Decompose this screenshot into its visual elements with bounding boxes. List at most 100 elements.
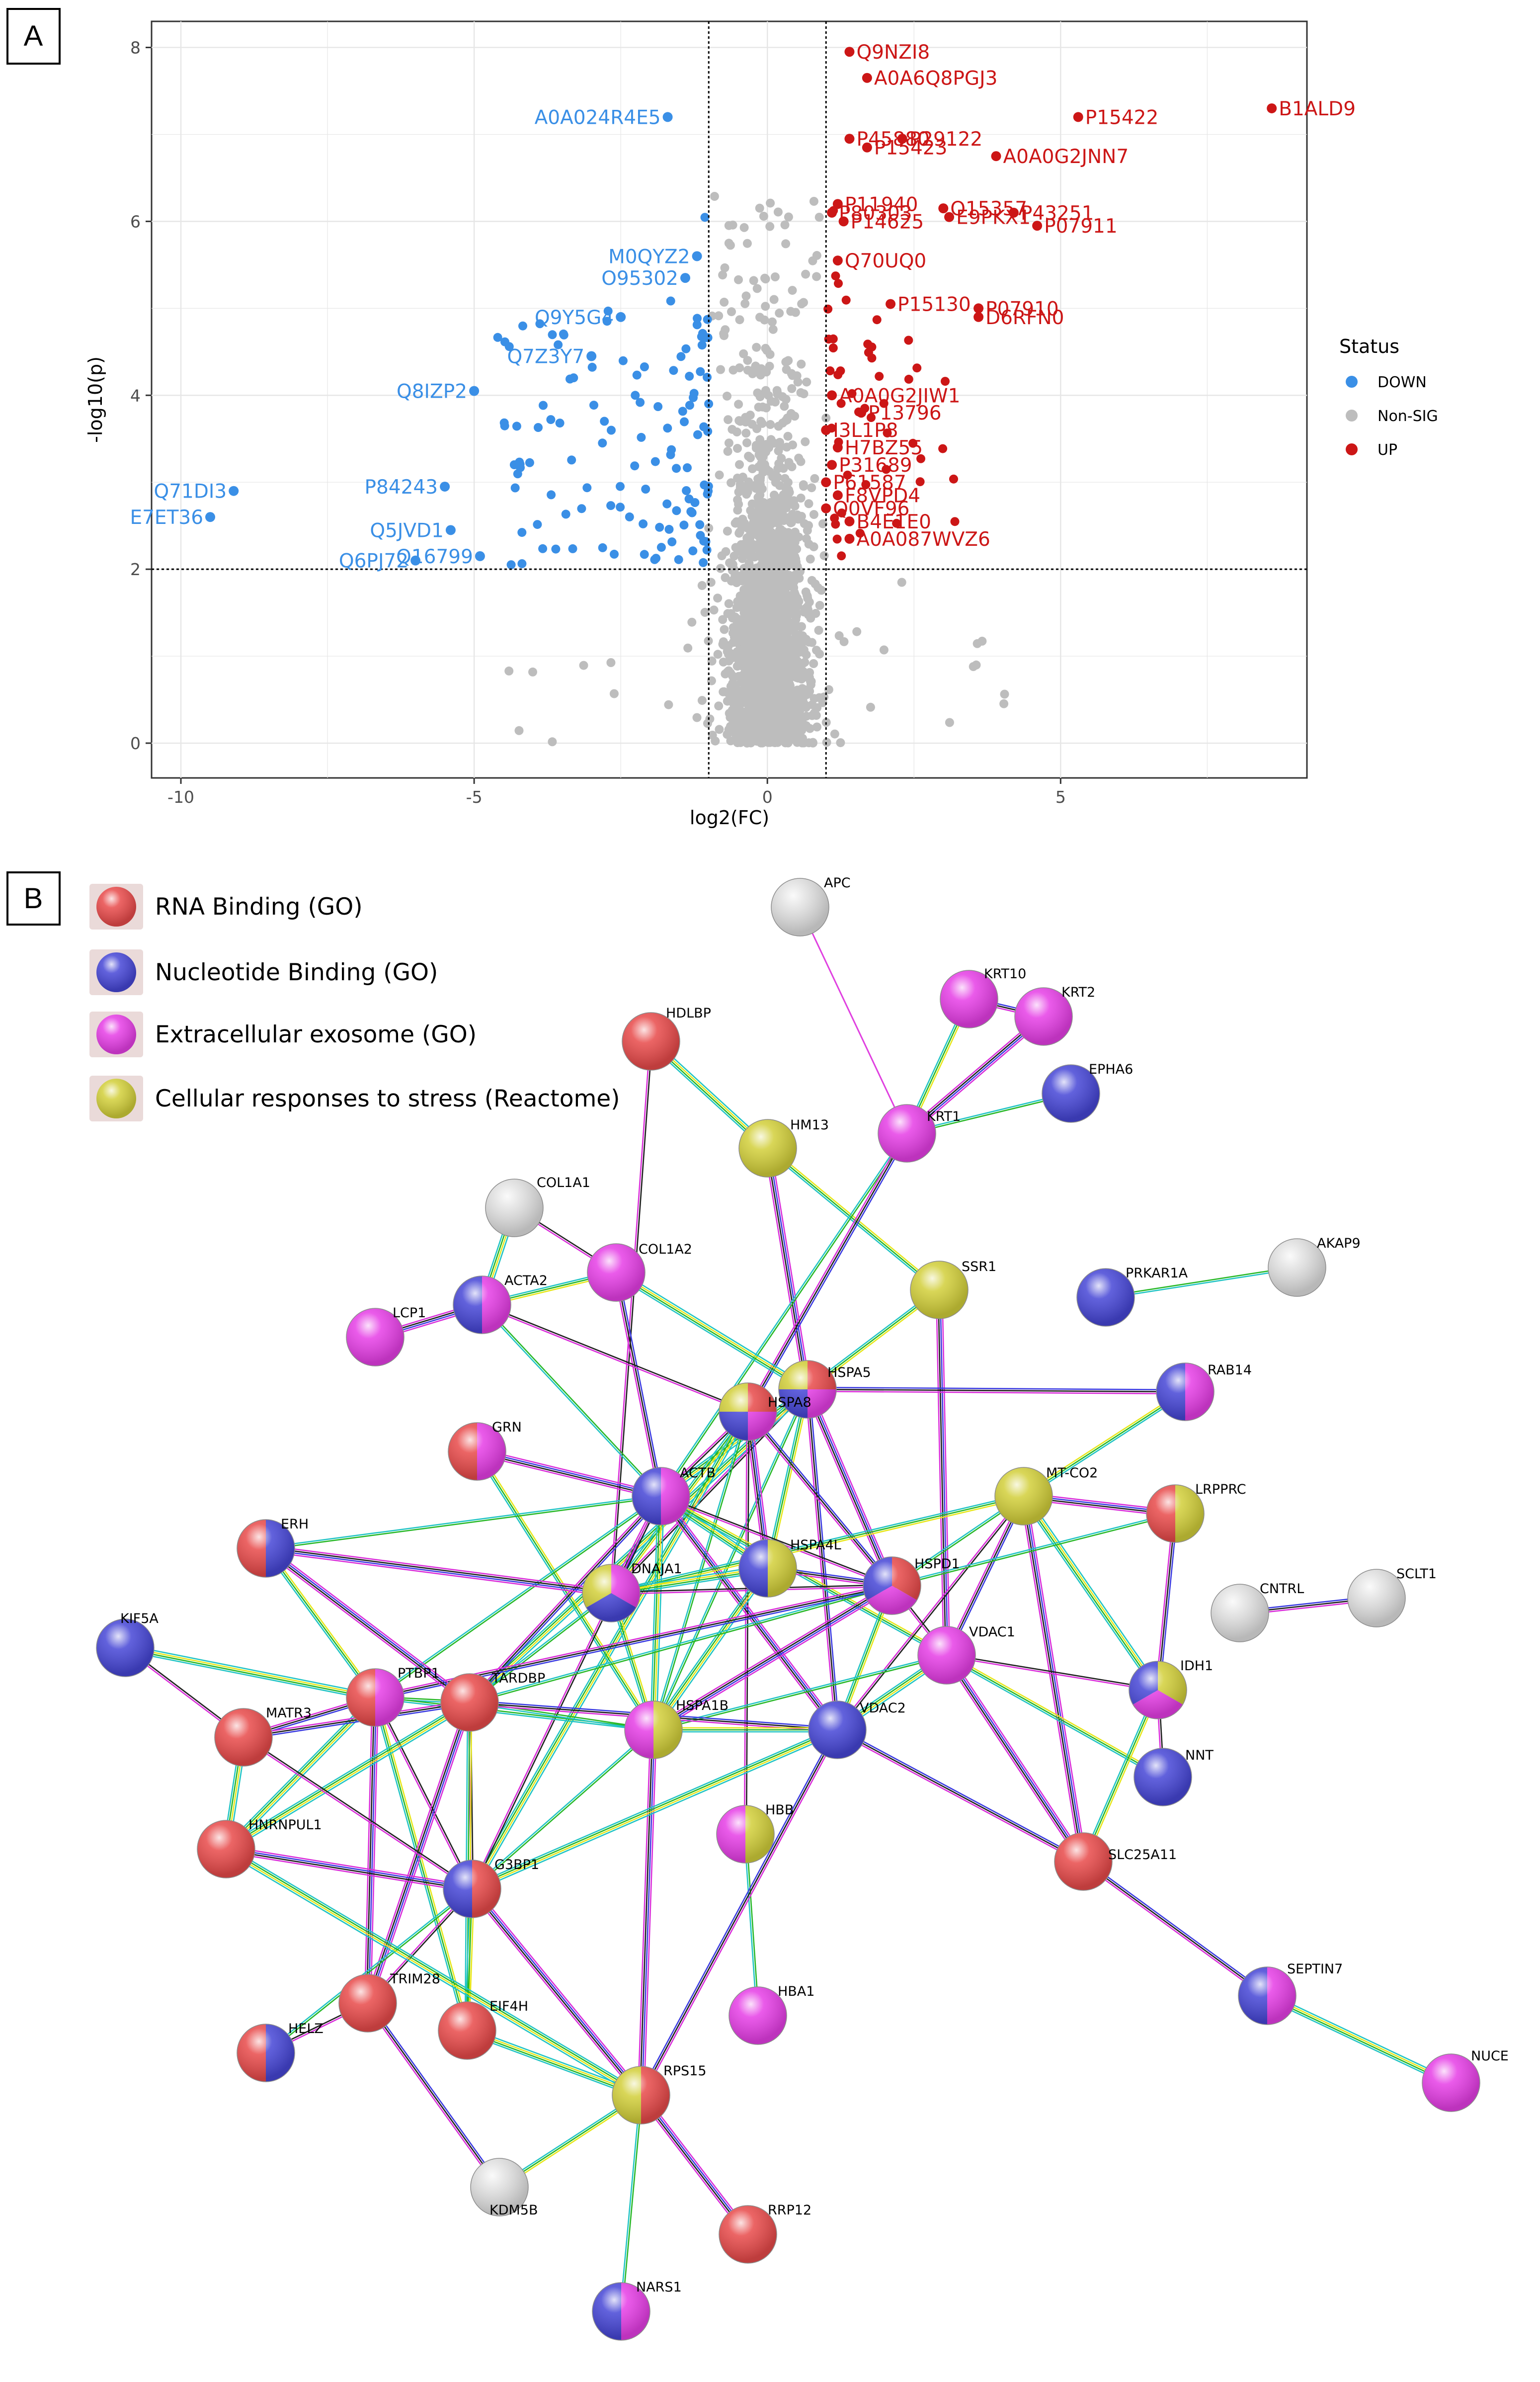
edge-evidence-line — [946, 1655, 1158, 1692]
node-acta2[interactable]: ACTA2 — [453, 1273, 548, 1334]
node-matr3[interactable]: MATR3 — [214, 1705, 312, 1767]
data-point — [745, 572, 755, 582]
data-point — [693, 314, 702, 323]
node-ssr1[interactable]: SSR1 — [910, 1259, 996, 1319]
data-point — [607, 425, 616, 435]
node-hbb[interactable]: HBB — [716, 1802, 794, 1864]
data-point — [743, 684, 752, 694]
node-hspa4l[interactable]: HSPA4L — [738, 1537, 841, 1598]
network-edge — [799, 907, 908, 1134]
data-point — [598, 543, 607, 552]
node-gloss — [1146, 1484, 1205, 1543]
node-lcp1[interactable]: LCP1 — [346, 1305, 426, 1366]
node-nars1[interactable]: NARS1 — [592, 2280, 682, 2341]
node-helz[interactable]: HELZ — [237, 2021, 324, 2082]
node-col1a2[interactable]: COL1A2 — [587, 1242, 692, 1302]
panel-a-letter: A — [24, 20, 43, 52]
node-slc25a11[interactable]: SLC25A11 — [1054, 1832, 1177, 1891]
node-hspa1b[interactable]: HSPA1B — [624, 1698, 729, 1759]
network-edge — [1081, 1689, 1160, 1863]
node-trim28[interactable]: TRIM28 — [338, 1971, 440, 2033]
node-label: KRT2 — [1061, 985, 1095, 1000]
data-point — [732, 721, 742, 730]
network-edge — [1020, 1494, 1161, 1693]
node-hspa5[interactable]: HSPA5 — [778, 1360, 871, 1419]
data-point — [688, 546, 698, 556]
edge-evidence-line — [892, 1514, 1176, 1588]
node-cntrl[interactable]: CNTRL — [1211, 1581, 1304, 1642]
node-kif5a[interactable]: KIF5A — [96, 1611, 159, 1677]
node-actb[interactable]: ACTB — [632, 1465, 716, 1526]
node-grn[interactable]: GRN — [448, 1420, 522, 1481]
node-rps15[interactable]: RPS15 — [612, 2063, 707, 2125]
node-vdac1[interactable]: VDAC1 — [917, 1624, 1015, 1685]
node-hba1[interactable]: HBA1 — [729, 1984, 814, 2045]
edge-evidence-line — [749, 1410, 894, 1585]
edge-evidence-line — [805, 1389, 836, 1730]
node-akap9[interactable]: AKAP9 — [1268, 1236, 1361, 1297]
edge-evidence-line — [471, 1889, 641, 2097]
node-label: MT-CO2 — [1046, 1465, 1098, 1481]
edge-evidence-line — [1081, 1689, 1157, 1861]
data-point — [700, 213, 710, 222]
edge-evidence-line — [470, 1389, 809, 1704]
node-gloss — [917, 1626, 976, 1685]
node-label: HSPA4L — [790, 1537, 841, 1553]
node-hm13[interactable]: HM13 — [738, 1117, 829, 1178]
data-point — [783, 356, 792, 366]
node-rab14[interactable]: RAB14 — [1156, 1362, 1252, 1421]
node-nnt[interactable]: NNT — [1134, 1748, 1214, 1806]
data-point — [714, 311, 724, 321]
node-lrpprc[interactable]: LRPPRC — [1146, 1482, 1246, 1543]
edge-evidence-line — [808, 1388, 894, 1586]
edge-evidence-line — [944, 1495, 1023, 1655]
point-label: P31689 — [839, 454, 912, 477]
node-erh[interactable]: ERH — [237, 1517, 309, 1578]
node-krt1[interactable]: KRT1 — [878, 1104, 961, 1163]
node-krt2[interactable]: KRT2 — [1014, 985, 1095, 1046]
node-epha6[interactable]: EPHA6 — [1042, 1062, 1133, 1123]
node-krt10[interactable]: KRT10 — [940, 966, 1026, 1028]
data-point — [742, 438, 751, 447]
node-apc[interactable]: APC — [771, 875, 851, 936]
node-mtco2[interactable]: MT-CO2 — [994, 1465, 1098, 1526]
node-hnrnpul1[interactable]: HNRNPUL1 — [197, 1817, 322, 1878]
data-point — [772, 642, 781, 651]
data-point — [692, 320, 702, 330]
data-point — [755, 435, 765, 444]
point-label: Q0VF96 — [833, 498, 909, 520]
node-vdac2[interactable]: VDAC2 — [808, 1701, 906, 1759]
node-g3bp1[interactable]: G3BP1 — [443, 1857, 539, 1918]
node-nucb[interactable]: NUCE — [1422, 2048, 1509, 2112]
labeled-point — [838, 216, 849, 227]
node-tardbp[interactable]: TARDBP — [440, 1671, 545, 1732]
data-point — [765, 738, 775, 747]
data-point — [762, 703, 771, 712]
edge-evidence-line — [743, 1834, 758, 2016]
node-prkar1a[interactable]: PRKAR1A — [1076, 1266, 1188, 1327]
node-hdlbp[interactable]: HDLBP — [622, 1006, 711, 1071]
node-hspa8[interactable]: HSPA8 — [719, 1382, 811, 1441]
node-ptbp1[interactable]: PTBP1 — [346, 1666, 440, 1727]
data-point — [783, 431, 793, 441]
data-point — [791, 558, 801, 568]
edge-evidence-line — [611, 1495, 1024, 1594]
edge-evidence-line — [1026, 1495, 1087, 1862]
node-sclt1[interactable]: SCLT1 — [1347, 1566, 1437, 1627]
data-point — [834, 279, 843, 288]
edge-evidence-line — [948, 1497, 1026, 1657]
node-rrp12[interactable]: RRP12 — [719, 2203, 811, 2264]
node-eif4h[interactable]: EIF4H — [438, 1999, 528, 2060]
node-label: COL1A1 — [537, 1175, 590, 1191]
data-point — [625, 512, 634, 521]
node-col1a1[interactable]: COL1A1 — [485, 1175, 590, 1237]
node-septin7[interactable]: SEPTIN7 — [1238, 1961, 1343, 2025]
network-edge — [1081, 1859, 1269, 1998]
node-idh1[interactable]: IDH1 — [1129, 1658, 1213, 1719]
data-point — [788, 286, 797, 295]
node-dnaja1[interactable]: DNAJA1 — [582, 1561, 682, 1622]
node-kdm5b[interactable]: KDM5B — [470, 2158, 538, 2218]
node-hspd1[interactable]: HSPD1 — [863, 1556, 960, 1615]
data-point — [729, 551, 739, 561]
point-label: A0A024R4E5 — [535, 106, 661, 129]
